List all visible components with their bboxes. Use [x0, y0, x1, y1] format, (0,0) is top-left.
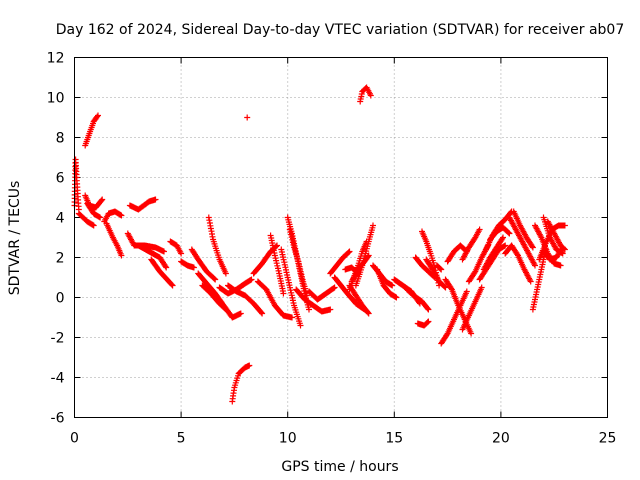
y-tick-label: 8: [56, 131, 65, 147]
y-tick-label: -6: [51, 411, 65, 427]
x-axis-label: GPS time / hours: [281, 459, 398, 475]
y-tick-label: 4: [56, 211, 65, 227]
x-tick-label: 20: [492, 431, 510, 447]
y-tick-label: -4: [51, 371, 65, 387]
data-points: [71, 84, 568, 405]
y-tick-label: 10: [47, 91, 65, 107]
x-tick-label: 5: [177, 431, 186, 447]
axis-ticks: 0 5 10 15 20 25 -6 -4 -2 0 2 4 6 8 10 12: [47, 51, 617, 447]
y-tick-label: -2: [51, 331, 65, 347]
x-tick-label: 10: [279, 431, 297, 447]
data-point-markers: [71, 84, 568, 405]
x-tick-label: 15: [385, 431, 403, 447]
x-tick-label: 0: [70, 431, 79, 447]
y-tick-label: 0: [56, 291, 65, 307]
x-tick-label: 25: [599, 431, 617, 447]
y-axis-label: SDTVAR / TECUs: [7, 181, 23, 296]
plot-frame: [74, 57, 608, 418]
y-tick-label: 2: [56, 251, 65, 267]
chart-title: Day 162 of 2024, Sidereal Day-to-day VTE…: [56, 22, 625, 38]
y-tick-label: 12: [47, 51, 65, 67]
y-tick-label: 6: [56, 171, 65, 187]
